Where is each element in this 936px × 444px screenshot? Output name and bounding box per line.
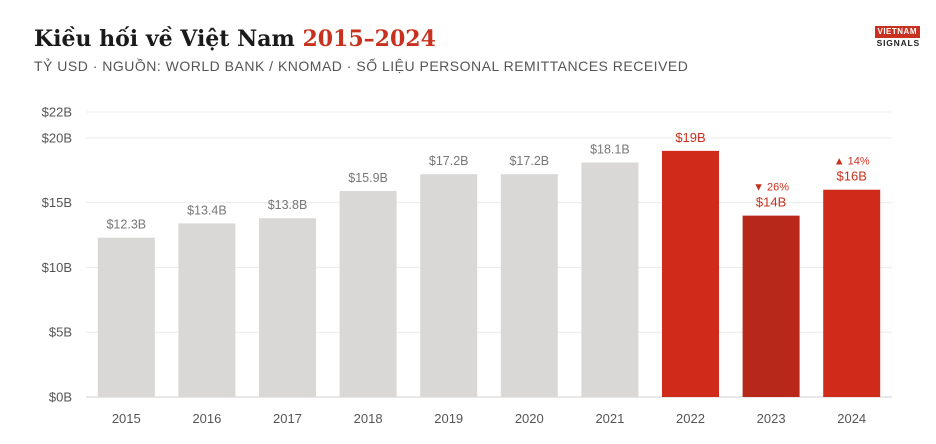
x-tick-label: 2017 [273,411,302,426]
bar-value-label: $13.8B [268,198,308,212]
bar-value-label: $18.1B [590,143,630,157]
y-tick-label: $20B [42,130,72,145]
chart-title-accent: 2015–2024 [302,26,436,52]
x-tick-label: 2024 [837,411,866,426]
x-tick-label: 2020 [515,411,544,426]
bar-value-label: $16B [837,169,867,184]
bar-value-label: $12.3B [106,218,146,232]
x-tick-label: 2015 [112,411,141,426]
bar [500,174,558,397]
bar [178,223,236,397]
bar [420,174,478,397]
y-tick-label: $5B [49,325,72,340]
x-tick-label: 2019 [434,411,463,426]
x-tick-label: 2016 [192,411,221,426]
bar-change-label: ▲ 14% [834,156,870,168]
bar-value-label: $13.4B [187,203,227,217]
bar-value-label: $17.2B [429,154,469,168]
bar [662,150,719,397]
bar [823,189,881,397]
bar [339,191,397,397]
chart-title: Kiều hối về Việt Nam 2015–2024 [34,26,436,52]
chart-title-main: Kiều hối về Việt Nam [34,26,295,52]
x-tick-label: 2021 [595,411,624,426]
bar [97,237,155,397]
y-tick-label: $0B [49,390,72,405]
bar [742,215,800,397]
y-tick-label: $10B [42,260,72,275]
x-tick-label: 2022 [676,411,705,426]
x-tick-label: 2023 [757,411,786,426]
bar [259,218,316,397]
bar-value-label: $17.2B [509,154,549,168]
y-tick-label: $15B [42,195,72,210]
x-tick-label: 2018 [354,411,383,426]
logo-line-2: SIGNALS [876,38,920,48]
bar-value-label: $19B [675,130,705,145]
logo-line-1: VIETNAM [874,26,920,38]
y-tick-label: $22B [42,105,72,120]
brand-logo: VIETNAM SIGNALS [874,22,920,48]
chart-subtitle: TỶ USD · NGUỒN: WORLD BANK / KNOMAD · SỐ… [34,58,689,74]
bar-change-label: ▼ 26% [753,182,789,194]
bar-value-label: $14B [756,195,786,210]
bar-value-label: $15.9B [348,171,388,185]
bar [581,162,639,397]
